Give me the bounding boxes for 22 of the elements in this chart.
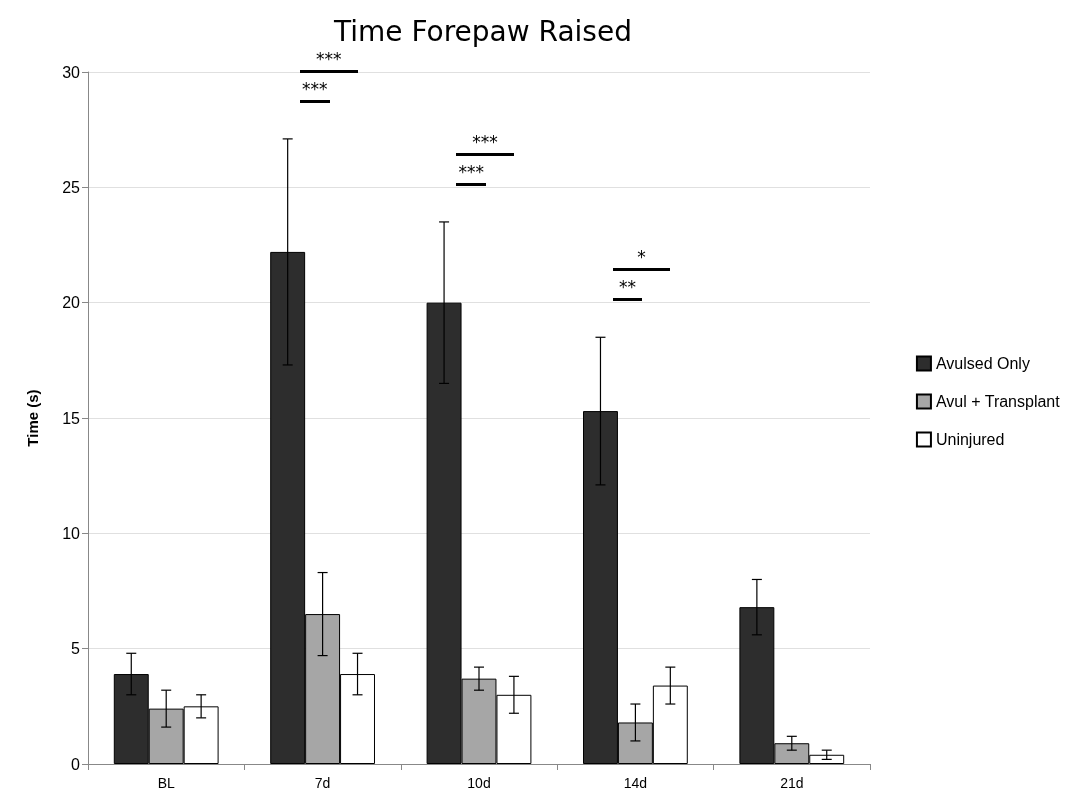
significance-bracket: ***	[299, 50, 358, 73]
y-tick-label: 25	[62, 178, 81, 196]
x-tick-label: 14d	[623, 775, 648, 791]
x-tick-label: BL	[157, 775, 175, 791]
x-tick-label: 21d	[780, 775, 804, 791]
significance-bracket: ***	[456, 133, 514, 156]
significance-bracket: ***	[299, 80, 330, 103]
annotation: ***	[471, 131, 499, 152]
y-tick-label: 20	[62, 294, 81, 312]
legend-label: Avulsed Only	[935, 355, 1030, 372]
legend-label: Avul + Transplant	[935, 393, 1061, 410]
chart-title: Time Forepaw Raised	[333, 14, 632, 48]
y-tick-label: 10	[62, 524, 81, 542]
y-tick-label: 30	[62, 63, 81, 81]
significance-bracket: ***	[456, 163, 486, 186]
y-tick-label: 5	[71, 640, 81, 658]
x-tick-label: 10d	[467, 775, 491, 791]
y-axis-title: Time (s)	[24, 389, 41, 447]
y-tick-label: 0	[71, 755, 81, 773]
x-tick-label: 7d	[314, 775, 331, 791]
y-tick-label: 15	[62, 409, 81, 427]
legend-label: Uninjured	[935, 431, 1005, 448]
